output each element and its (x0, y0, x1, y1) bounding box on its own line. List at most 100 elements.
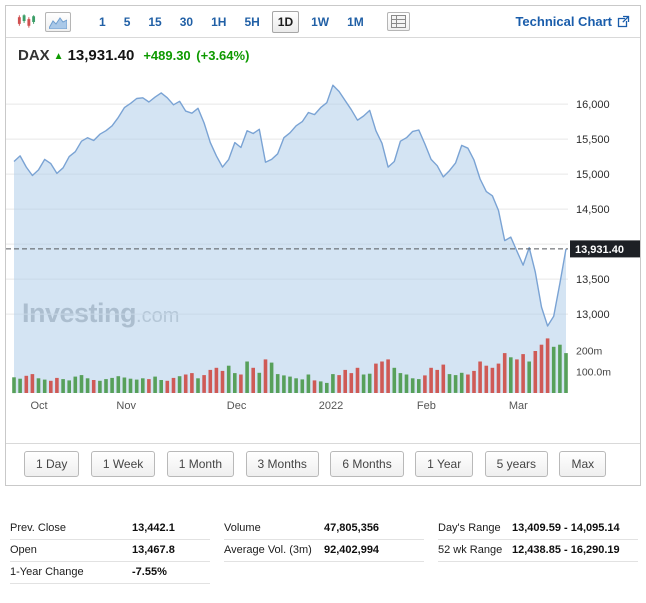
volume-bar (288, 376, 292, 393)
volume-bar (318, 381, 323, 393)
stat-value: 12,438.85 - 16,290.19 (512, 544, 620, 556)
volume-bar (490, 367, 495, 393)
volume-bar (18, 378, 22, 393)
volume-bar (435, 369, 439, 393)
volume-bar (496, 363, 501, 393)
chart-area[interactable]: Investing.com 16,00015,50015,00014,50013… (6, 68, 640, 443)
interval-button-5[interactable]: 5 (118, 11, 137, 33)
stat-row-1-year-change: 1-Year Change -7.55% (10, 562, 210, 584)
interval-button-1h[interactable]: 1H (205, 11, 232, 33)
stats-panel: Prev. Close 13,442.1 Open 13,467.8 1-Yea… (10, 518, 638, 584)
interval-button-30[interactable]: 30 (174, 11, 199, 33)
volume-bar (325, 382, 329, 393)
volume-bar (202, 375, 206, 393)
volume-bar (417, 379, 421, 393)
y-axis-label: 15,000 (576, 169, 610, 181)
volume-bar (459, 372, 464, 393)
volume-bar (306, 374, 311, 393)
x-axis-label: Nov (116, 400, 136, 412)
volume-bar (551, 346, 556, 393)
volume-bar (183, 374, 188, 393)
stat-row-days-range: Day's Range 13,409.59 - 14,095.14 (438, 518, 638, 540)
range-button-1-month[interactable]: 1 Month (166, 451, 235, 477)
range-button-1-day[interactable]: 1 Day (24, 451, 80, 477)
stat-label: Volume (224, 522, 261, 534)
interval-button-1[interactable]: 1 (93, 11, 112, 33)
volume-bar (153, 376, 157, 393)
stat-row-volume: Volume 47,805,356 (224, 518, 424, 540)
volume-bar (30, 374, 35, 393)
volume-bar (36, 378, 41, 393)
volume-bar (251, 367, 255, 393)
x-axis-label: Feb (417, 400, 436, 412)
volume-bar (239, 374, 243, 393)
stat-label: 52 wk Range (438, 544, 503, 556)
stat-label: Prev. Close (10, 522, 67, 534)
stat-value: 13,442.1 (132, 522, 175, 534)
range-button-1-week[interactable]: 1 Week (90, 451, 156, 477)
candlestick-glyph (17, 14, 36, 28)
interval-button-1d[interactable]: 1D (271, 10, 300, 33)
volume-bar (110, 377, 114, 393)
interval-button-1w[interactable]: 1W (305, 11, 335, 33)
y-axis-label: 13,000 (576, 309, 610, 321)
volume-bar (539, 344, 544, 393)
stat-value: 13,467.8 (132, 544, 175, 556)
volume-bar (300, 379, 305, 394)
y-axis-label: 13,500 (576, 274, 610, 286)
x-axis-label: 2022 (319, 400, 343, 412)
price-chart[interactable]: 16,000 15,500 15,000 14,500 13,500 13,000 200m… (6, 68, 640, 443)
volume-bar (12, 377, 16, 394)
volume-bar (398, 373, 403, 393)
volume-bar (521, 354, 525, 393)
volume-bar (515, 359, 519, 393)
indicators-panel-button[interactable] (386, 12, 410, 31)
volume-bar (165, 380, 170, 393)
y-axis-label: 14,500 (576, 204, 610, 216)
volume-bar (98, 380, 102, 393)
stat-value: 13,409.59 - 14,095.14 (512, 522, 620, 534)
last-price-text: 13,931.40 (67, 47, 135, 64)
volume-bar (275, 374, 280, 393)
stat-label: Open (10, 544, 37, 556)
interval-button-5h[interactable]: 5H (238, 11, 265, 33)
volume-axis-label: 200m (576, 346, 603, 358)
volume-bar (177, 376, 182, 393)
stat-value: -7.55% (132, 566, 167, 578)
volume-bar (441, 364, 446, 393)
price-area-fill (14, 85, 566, 393)
volume-axis-label: 100.0m (576, 367, 611, 379)
interval-button-1m[interactable]: 1M (341, 11, 370, 33)
chart-header: DAX ▲ 13,931.40 +489.30 (+3.64%) (6, 38, 640, 68)
range-button-3-months[interactable]: 3 Months (245, 451, 319, 477)
volume-bar (24, 375, 29, 393)
change-percent: (+3.64%) (196, 48, 250, 63)
range-button-max[interactable]: Max (559, 451, 607, 477)
stats-column-1: Prev. Close 13,442.1 Open 13,467.8 1-Yea… (10, 518, 210, 584)
area-chart-type-button[interactable] (45, 11, 71, 32)
volume-bar (410, 378, 415, 393)
volume-bar (73, 376, 78, 393)
stat-value: 92,402,994 (324, 544, 380, 556)
range-button-6-months[interactable]: 6 Months (330, 451, 404, 477)
volume-bar (447, 374, 452, 393)
volume-bar (453, 375, 458, 393)
volume-bar (367, 373, 372, 393)
stats-column-2: Volume 47,805,356 Average Vol. (3m) 92,4… (224, 518, 424, 584)
volume-bar (509, 357, 513, 393)
technical-chart-link[interactable]: Technical Chart (515, 14, 630, 29)
volume-bar (312, 380, 317, 393)
price-line (13, 84, 567, 327)
range-button-5-years[interactable]: 5 years (484, 451, 549, 477)
volume-bar (294, 378, 298, 393)
stat-label: Day's Range (438, 522, 501, 534)
interval-button-15[interactable]: 15 (142, 11, 167, 33)
candlestick-chart-type-icon[interactable] (16, 13, 36, 30)
range-button-1-year[interactable]: 1 Year (415, 451, 474, 477)
last-price-tag (570, 240, 640, 258)
y-axis-label: 15,500 (576, 134, 610, 146)
volume-bar (159, 380, 163, 393)
volume-bar (380, 361, 384, 393)
volume-bar (282, 375, 286, 393)
last-price-tag-text: 13,931.40 (575, 244, 624, 256)
